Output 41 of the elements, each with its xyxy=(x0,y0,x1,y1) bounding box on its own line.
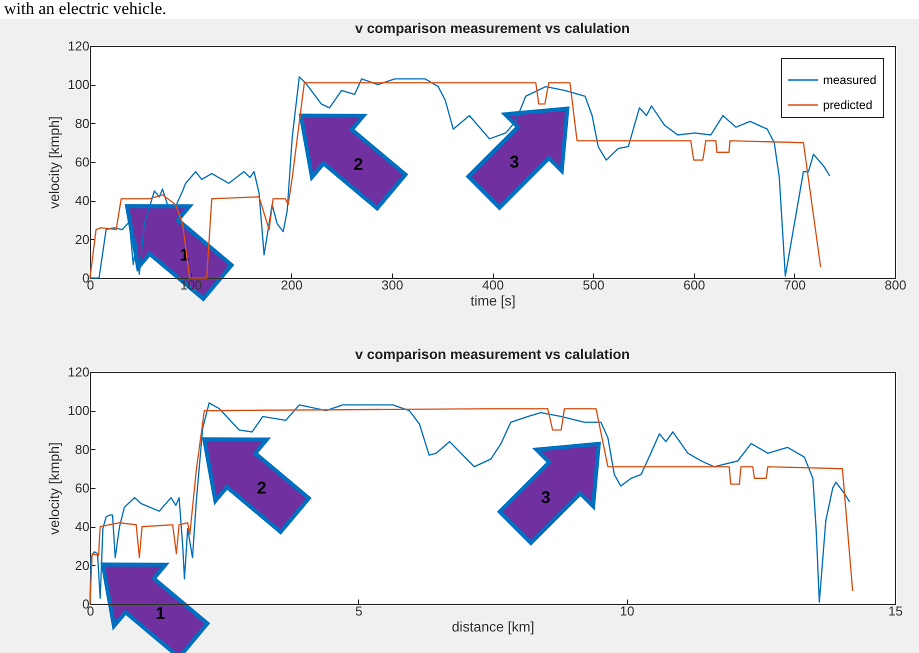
chart-title: v comparison measurement vs calulation xyxy=(355,346,630,362)
y-tick-label: 120 xyxy=(68,38,90,54)
text: with an electric vehicle. xyxy=(4,0,166,18)
x-tick-label: 700 xyxy=(784,278,806,292)
x-tick-label: 5 xyxy=(355,604,362,618)
y-tick-label: 40 xyxy=(75,193,90,208)
y-tick-label: 80 xyxy=(75,442,90,457)
y-tick-label: 20 xyxy=(75,558,90,573)
y-tick-label: 120 xyxy=(68,364,90,380)
annotation: 1 xyxy=(156,604,166,623)
x-tick-label: 600 xyxy=(683,278,706,292)
y-axis-title: velocity [kmph] xyxy=(46,442,62,535)
y-tick-label: 40 xyxy=(75,519,90,534)
arrow: 3 xyxy=(496,442,601,546)
x-tick-label: 15 xyxy=(888,604,903,618)
y-tick-label: 80 xyxy=(75,116,90,131)
x-axis-title: time [s] xyxy=(470,292,516,308)
y-tick-label: 100 xyxy=(68,77,90,92)
y-tick-label: 60 xyxy=(75,154,90,170)
x-axis-title: distance [km] xyxy=(452,618,534,634)
x-tick-label: 200 xyxy=(280,278,303,292)
arrow: 3 xyxy=(466,106,570,210)
x-tick-label: 10 xyxy=(620,604,634,618)
y-tick-label: 100 xyxy=(68,403,90,418)
y-tick-label: 60 xyxy=(75,480,90,496)
annotation: 3 xyxy=(540,488,550,507)
y-axis-title: velocity [kmph] xyxy=(46,116,62,209)
arrow: 1 xyxy=(100,562,210,653)
x-tick-label: 300 xyxy=(382,278,404,292)
y-tick-label: 20 xyxy=(75,232,90,247)
annotation: 2 xyxy=(257,478,266,498)
x-tick-label: 500 xyxy=(582,278,604,292)
legend-label: predicted xyxy=(823,98,872,112)
arrow: 2 xyxy=(202,437,312,535)
arrow: 2 xyxy=(298,114,408,212)
chart-title: v comparison measurement vs calulation xyxy=(355,20,630,36)
x-tick-label: 800 xyxy=(884,278,906,292)
legend-label: measured xyxy=(823,73,876,87)
annotation: 3 xyxy=(510,152,520,172)
x-tick-label: 400 xyxy=(482,278,504,292)
annotation: 2 xyxy=(354,154,364,174)
